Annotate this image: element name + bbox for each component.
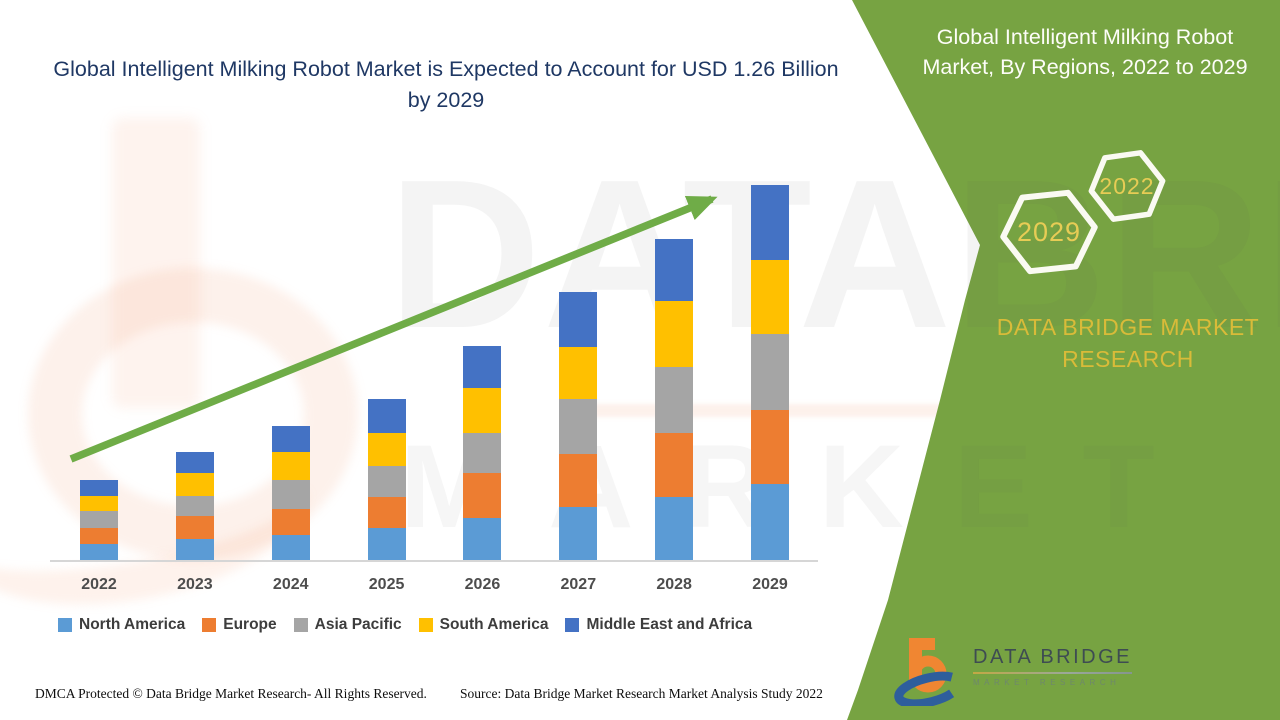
bar-segment-europe-2027 — [559, 453, 598, 508]
bar-segment-europe-2023 — [175, 515, 214, 539]
logo-subtext: MARKET RESEARCH — [973, 678, 1121, 687]
bar-segment-south-america-2026 — [463, 388, 502, 433]
bar-segment-europe-2024 — [271, 509, 310, 536]
x-axis-label-2024: 2024 — [272, 576, 309, 593]
hexagon-2022-outline — [1088, 150, 1166, 222]
bar-segment-south-america-2022 — [80, 495, 118, 511]
bar-segment-europe-2026 — [463, 473, 502, 519]
bar-segment-europe-2029 — [751, 409, 790, 485]
bar-segment-north-america-2023 — [175, 538, 214, 560]
x-axis-label-2028: 2028 — [656, 576, 692, 593]
legend-swatch-europe — [202, 618, 217, 632]
bar-segment-north-america-2025 — [367, 528, 406, 560]
bar-segment-europe-2022 — [80, 527, 118, 544]
hexagon-2022-badge: 2022 — [1086, 147, 1168, 225]
legend-label-south-america: South America — [439, 616, 549, 633]
hexagon-2029-outline — [1000, 189, 1098, 275]
bar-segment-asia-pacific-2023 — [175, 495, 214, 516]
stacked-bar-2028 — [655, 238, 694, 560]
legend-swatch-south-america — [418, 618, 433, 632]
stacked-bar-2027 — [559, 291, 598, 560]
legend-item-middle-east-and-africa: Middle East and Africa — [565, 616, 752, 634]
stacked-bar-2023 — [175, 452, 214, 560]
bar-segment-asia-pacific-2026 — [463, 432, 502, 474]
bar-segment-north-america-2022 — [80, 543, 118, 560]
bar-segment-asia-pacific-2024 — [271, 480, 310, 510]
stacked-bar-2025 — [367, 399, 406, 560]
bar-segment-south-america-2024 — [271, 452, 310, 481]
chart-legend: North America Europe Asia Pacific South Ame… — [58, 616, 838, 634]
legend-item-south-america: South America — [418, 616, 549, 634]
sidebar-brand-text: DATA BRIDGE MARKET RESEARCH — [996, 314, 1260, 372]
bar-segment-asia-pacific-2025 — [367, 465, 406, 497]
x-axis-label-2026: 2026 — [464, 576, 501, 593]
stacked-bar-2022 — [80, 480, 118, 560]
bar-segment-middle-east-and-africa-2023 — [175, 452, 214, 474]
stacked-bar-2026 — [463, 345, 502, 560]
bar-segment-north-america-2027 — [559, 507, 598, 560]
bar-segment-middle-east-and-africa-2028 — [655, 238, 694, 302]
x-axis-baseline — [50, 560, 818, 562]
legend-swatch-middle-east-and-africa — [565, 618, 580, 632]
hexagon-2029-badge: 2029 — [997, 186, 1101, 278]
bar-segment-europe-2028 — [655, 433, 694, 497]
logo-name-text: DATA BRIDGE — [973, 646, 1133, 668]
bar-segment-middle-east-and-africa-2025 — [367, 399, 406, 434]
data-bridge-logo-icon — [893, 634, 965, 709]
hexagon-2029-year: 2029 — [1016, 216, 1082, 247]
legend-label-middle-east-and-africa: Middle East and Africa — [586, 616, 753, 633]
bar-segment-north-america-2029 — [751, 484, 790, 560]
x-axis-label-2027: 2027 — [560, 576, 597, 593]
logo-divider-line — [973, 672, 1133, 674]
bar-segment-north-america-2024 — [271, 535, 310, 560]
bar-segment-north-america-2026 — [463, 518, 502, 560]
x-axis-label-2029: 2029 — [752, 576, 788, 593]
bar-segment-asia-pacific-2022 — [80, 510, 118, 528]
bar-segment-europe-2025 — [367, 496, 406, 529]
data-bridge-logo-texts: DATA BRIDGE MARKET RESEARCH — [973, 634, 1133, 687]
stacked-bar-2029 — [751, 185, 790, 560]
bar-segment-south-america-2029 — [751, 259, 790, 334]
legend-swatch-asia-pacific — [293, 618, 308, 632]
x-axis-label-2023: 2023 — [177, 576, 213, 593]
stacked-bar-2024 — [271, 425, 310, 560]
bar-segment-south-america-2023 — [175, 473, 214, 496]
bar-segment-middle-east-and-africa-2026 — [463, 345, 502, 389]
sidebar-title: Global Intelligent Milking Robot Market,… — [922, 25, 1248, 80]
legend-item-asia-pacific: Asia Pacific — [293, 616, 402, 634]
legend-item-north-america: North America — [58, 616, 185, 634]
source-footer-text: Source: Data Bridge Market Research Mark… — [460, 686, 823, 701]
bar-segment-middle-east-and-africa-2022 — [80, 480, 118, 496]
legend-item-europe: Europe — [202, 616, 277, 634]
bar-segment-south-america-2027 — [559, 346, 598, 399]
data-bridge-logo: DATA BRIDGE MARKET RESEARCH — [893, 634, 1133, 709]
x-axis-label-2025: 2025 — [368, 576, 405, 593]
bar-segment-south-america-2025 — [367, 433, 406, 466]
x-axis-label-2022: 2022 — [81, 576, 117, 593]
bar-segment-south-america-2028 — [655, 301, 694, 368]
legend-label-north-america: North America — [79, 616, 186, 633]
dmca-footer-text: DMCA Protected © Data Bridge Market Rese… — [35, 686, 427, 701]
bar-segment-north-america-2028 — [655, 496, 694, 560]
chart-main-title: Global Intelligent Milking Robot Market … — [53, 57, 839, 113]
bar-segment-asia-pacific-2027 — [559, 398, 598, 454]
bar-segment-middle-east-and-africa-2027 — [559, 291, 598, 347]
bar-segment-middle-east-and-africa-2029 — [751, 185, 790, 260]
legend-label-asia-pacific: Asia Pacific — [314, 616, 402, 633]
hexagon-2022-year: 2022 — [1099, 172, 1155, 199]
bar-segment-middle-east-and-africa-2024 — [271, 425, 310, 453]
bar-segment-asia-pacific-2029 — [751, 334, 790, 410]
bar-segment-asia-pacific-2028 — [655, 367, 694, 434]
legend-swatch-north-america — [58, 618, 72, 632]
legend-label-europe: Europe — [223, 616, 277, 633]
